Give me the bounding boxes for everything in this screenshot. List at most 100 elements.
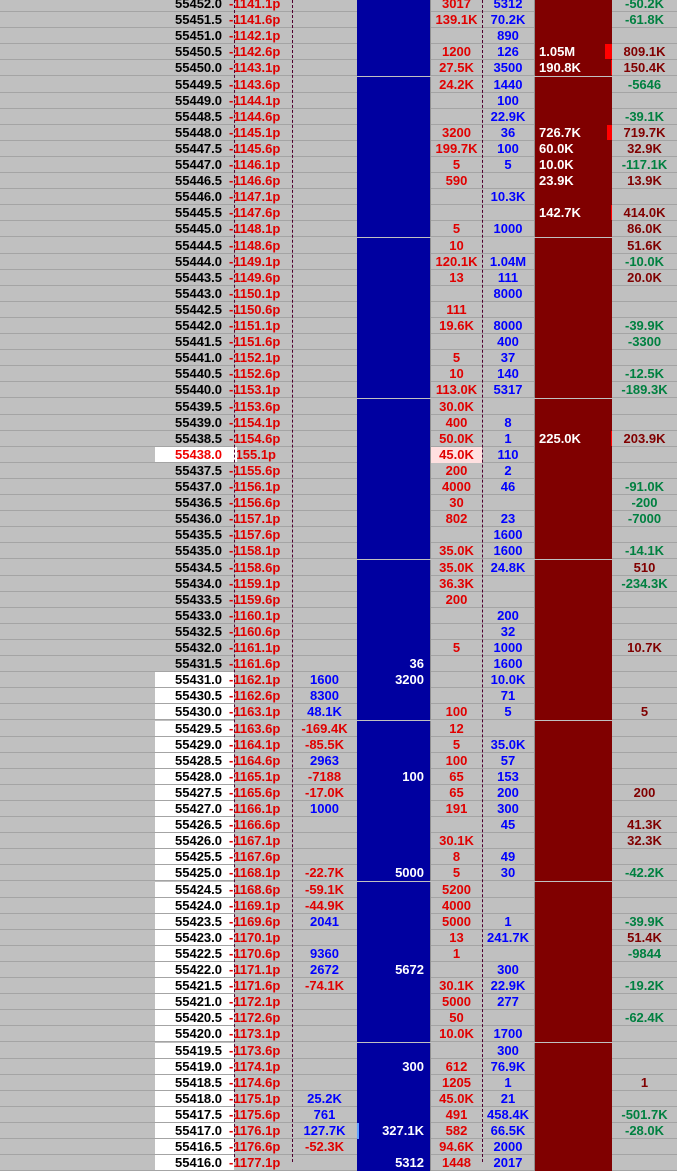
ladder-row[interactable]: 55443.5 -1149.6p 13 111 20.0K <box>0 269 677 286</box>
ask-size-cell[interactable] <box>534 543 612 560</box>
bid-size-cell[interactable] <box>357 124 430 141</box>
bid-size-cell[interactable]: 3200 <box>357 672 430 689</box>
bid-size-cell[interactable]: 100 <box>357 768 430 785</box>
ask-size-cell[interactable] <box>534 1026 612 1043</box>
ask-size-cell[interactable] <box>534 801 612 817</box>
ladder-row[interactable]: 55430.0 -1163.1p 48.1K 100 5 5 <box>0 704 677 721</box>
ask-size-cell[interactable] <box>534 318 612 334</box>
bid-size-cell[interactable] <box>357 511 430 528</box>
ladder-row[interactable]: 55424.0 -1169.1p -44.9K 4000 <box>0 897 677 914</box>
ladder-row[interactable]: 55433.5 -1159.6p 200 <box>0 591 677 608</box>
ladder-row[interactable]: 55433.0 -1160.1p 200 <box>0 607 677 624</box>
bid-size-cell[interactable] <box>357 285 430 302</box>
ladder-row[interactable]: 55439.5 -1153.6p 30.0K <box>0 398 677 415</box>
bid-size-cell[interactable] <box>357 479 430 495</box>
bid-size-cell[interactable] <box>357 994 430 1011</box>
ladder-row[interactable]: 55451.5 -1141.6p 139.1K 70.2K -61.8K <box>0 12 677 29</box>
bid-size-cell[interactable] <box>357 366 430 383</box>
ladder-row[interactable]: 55437.0 -1156.1p 4000 46 -91.0K <box>0 479 677 495</box>
bid-size-cell[interactable] <box>357 446 430 463</box>
ask-size-cell[interactable]: 142.7K <box>534 205 612 222</box>
bid-size-cell[interactable] <box>357 495 430 512</box>
ladder-row[interactable]: 55446.5 -1146.6p 590 23.9K 13.9K <box>0 173 677 190</box>
ask-size-cell[interactable] <box>534 784 612 801</box>
bid-size-cell[interactable] <box>357 736 430 753</box>
bid-size-cell[interactable] <box>357 881 430 898</box>
ask-size-cell[interactable]: 726.7K <box>534 124 612 141</box>
ladder-row[interactable]: 55431.5 -1161.6p 36 1600 <box>0 656 677 673</box>
ask-size-cell[interactable] <box>534 462 612 479</box>
bid-size-cell[interactable] <box>357 1090 430 1107</box>
ask-size-cell[interactable] <box>534 897 612 914</box>
bid-size-cell[interactable] <box>357 929 430 946</box>
ladder-row[interactable]: 55438.5 -1154.6p 50.0K 1 225.0K 203.9K <box>0 430 677 447</box>
bid-size-cell[interactable] <box>357 752 430 769</box>
ladder-row[interactable]: 55420.5 -1172.6p 50 -62.4K <box>0 1010 677 1027</box>
ladder-row[interactable]: 55419.0 -1174.1p 300 612 76.9K <box>0 1058 677 1075</box>
bid-size-cell[interactable] <box>357 720 430 737</box>
ask-size-cell[interactable] <box>534 479 612 495</box>
ask-size-cell[interactable] <box>534 881 612 898</box>
ladder-row[interactable]: 55436.0 -1157.1p 802 23 -7000 <box>0 511 677 528</box>
bid-size-cell[interactable] <box>357 913 430 930</box>
ask-size-cell[interactable] <box>534 945 612 962</box>
bid-size-cell[interactable] <box>357 704 430 721</box>
ask-size-cell[interactable] <box>534 253 612 270</box>
bid-size-cell[interactable] <box>357 607 430 624</box>
ask-size-cell[interactable] <box>534 1074 612 1091</box>
ladder-row[interactable]: 55446.0 -1147.1p 10.3K <box>0 189 677 206</box>
ask-size-cell[interactable] <box>534 962 612 978</box>
ladder-row[interactable]: 55439.0 -1154.1p 400 8 <box>0 414 677 431</box>
ask-size-cell[interactable]: 23.9K <box>534 173 612 190</box>
ladder-row[interactable]: 55421.5 -1171.6p -74.1K 30.1K 22.9K -19.2K <box>0 978 677 995</box>
bid-size-cell[interactable] <box>357 398 430 415</box>
ladder-row[interactable]: 55432.0 -1161.1p 5 1000 10.7K <box>0 640 677 656</box>
ladder-row[interactable]: 55438.0 1155.1p 45.0K 110 <box>0 446 677 463</box>
ladder-row[interactable]: 55434.0 -1159.1p 36.3K -234.3K <box>0 575 677 592</box>
ask-size-cell[interactable] <box>534 221 612 238</box>
bid-size-cell[interactable]: 36 <box>357 656 430 673</box>
ask-size-cell[interactable] <box>534 768 612 785</box>
ask-size-cell[interactable] <box>534 591 612 608</box>
ladder-row[interactable]: 55417.0 -1176.1p 127.7K 327.1K 582 66.5K -28.0… <box>0 1123 677 1139</box>
ladder-row[interactable]: 55445.5 -1147.6p 142.7K 414.0K <box>0 205 677 222</box>
ask-size-cell[interactable] <box>534 12 612 29</box>
ladder-row[interactable]: 55423.5 -1169.6p 2041 5000 1 -39.9K <box>0 913 677 930</box>
ask-size-cell[interactable] <box>534 527 612 544</box>
ask-size-cell[interactable] <box>534 817 612 834</box>
ask-size-cell[interactable] <box>534 1090 612 1107</box>
ladder-row[interactable]: 55445.0 -1148.1p 5 1000 86.0K <box>0 221 677 238</box>
ask-size-cell[interactable] <box>534 994 612 1011</box>
bid-size-cell[interactable] <box>357 334 430 351</box>
ask-size-cell[interactable] <box>534 108 612 125</box>
ladder-row[interactable]: 55426.5 -1166.6p 45 41.3K <box>0 817 677 834</box>
bid-size-cell[interactable] <box>357 897 430 914</box>
ladder-row[interactable]: 55449.0 -1144.1p 100 <box>0 92 677 109</box>
ladder-row[interactable]: 55417.5 -1175.6p 761 491 458.4K -501.7K <box>0 1106 677 1123</box>
ask-size-cell[interactable] <box>534 189 612 206</box>
ladder-row[interactable]: 55435.5 -1157.6p 1600 <box>0 527 677 544</box>
bid-size-cell[interactable] <box>357 269 430 286</box>
ask-size-cell[interactable] <box>534 1010 612 1027</box>
ask-size-cell[interactable] <box>534 92 612 109</box>
ladder-row[interactable]: 55444.5 -1148.6p 10 51.6K <box>0 237 677 254</box>
bid-size-cell[interactable] <box>357 60 430 77</box>
bid-size-cell[interactable] <box>357 350 430 367</box>
bid-size-cell[interactable]: 327.1K <box>357 1123 430 1139</box>
bid-size-cell[interactable] <box>357 28 430 45</box>
ask-size-cell[interactable] <box>534 301 612 318</box>
ask-size-cell[interactable] <box>534 511 612 528</box>
ask-size-cell[interactable] <box>534 334 612 351</box>
ladder-row[interactable]: 55427.5 -1165.6p -17.0K 65 200 200 <box>0 784 677 801</box>
ladder-row[interactable]: 55435.0 -1158.1p 35.0K 1600 -14.1K <box>0 543 677 560</box>
ask-size-cell[interactable] <box>534 865 612 882</box>
ladder-row[interactable]: 55429.0 -1164.1p -85.5K 5 35.0K <box>0 736 677 753</box>
ladder-row[interactable]: 55423.0 -1170.1p 13 241.7K 51.4K <box>0 929 677 946</box>
bid-size-cell[interactable] <box>357 688 430 705</box>
ladder-row[interactable]: 55430.5 -1162.6p 8300 71 <box>0 688 677 705</box>
ladder-row[interactable]: 55431.0 -1162.1p 1600 3200 10.0K <box>0 672 677 689</box>
ladder-row[interactable]: 55437.5 -1155.6p 200 2 <box>0 462 677 479</box>
ask-size-cell[interactable] <box>534 1058 612 1075</box>
bid-size-cell[interactable] <box>357 253 430 270</box>
bid-size-cell[interactable]: 5312 <box>357 1155 430 1171</box>
